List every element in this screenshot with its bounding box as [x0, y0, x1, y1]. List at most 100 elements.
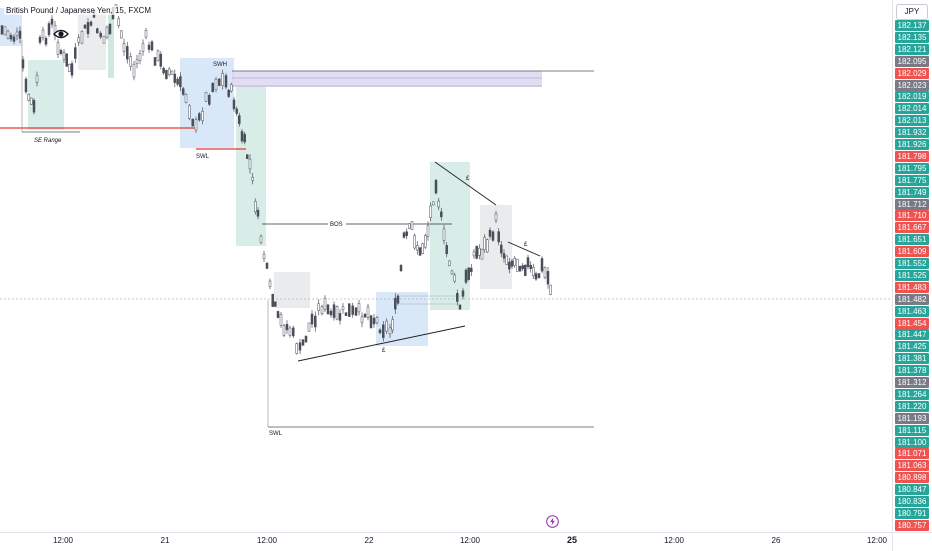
candle-body [301, 339, 305, 346]
candle-body [472, 251, 476, 257]
chart-area[interactable]: SE Range SWH SWL BOS SWL £ £ £ British P… [0, 0, 892, 532]
time-axis[interactable]: 12:00 21 12:00 22 12:00 25 12:00 26 12:00 [0, 532, 892, 551]
candle-body [254, 201, 257, 213]
currency-badge[interactable]: JPY [896, 4, 928, 20]
candle-body [424, 235, 427, 248]
price-tag: 181.100 [895, 436, 929, 448]
eye-icon[interactable] [53, 28, 69, 40]
candle-body [326, 304, 330, 315]
price-tag: 182.013 [895, 115, 929, 127]
candle-body [117, 18, 120, 26]
candle-body [320, 306, 324, 314]
candle-body [464, 269, 468, 283]
candle-body [173, 73, 177, 83]
candle-body [259, 235, 263, 243]
candle-body [208, 95, 211, 105]
candle-body [292, 327, 295, 337]
candle-body [165, 69, 168, 80]
candle-body [480, 248, 484, 260]
price-tag: 180.836 [895, 496, 929, 507]
time-label: 26 [771, 536, 781, 545]
candle-body [413, 235, 416, 249]
candle-body [65, 53, 68, 67]
swl-upper-label: SWL [196, 154, 210, 160]
candle-body [159, 53, 163, 67]
candle-body [191, 118, 194, 127]
price-tag: 181.115 [895, 424, 929, 436]
annotations-layer: SE Range SWH SWL BOS SWL £ £ £ [34, 62, 528, 437]
candle-body [354, 307, 358, 316]
time-label: 22 [364, 536, 374, 545]
candle-body [458, 304, 462, 310]
candle-body [360, 316, 364, 324]
time-label: 25 [566, 535, 578, 545]
candle-body [89, 21, 93, 26]
candle-body [534, 273, 538, 280]
candle-body [467, 267, 470, 280]
price-tag: 181.525 [895, 269, 929, 281]
candle-body [129, 56, 132, 67]
candle-body [30, 97, 33, 105]
candle-body [68, 63, 71, 72]
candle-body [15, 31, 19, 36]
candle-body [24, 78, 28, 93]
candle-body [532, 266, 535, 276]
candle-body [540, 258, 544, 272]
price-tag: 181.926 [895, 139, 929, 150]
candle-body [147, 44, 151, 50]
time-label: 12:00 [866, 536, 888, 545]
price-tag: 182.137 [895, 20, 929, 31]
candle-body [274, 301, 277, 307]
price-tag: 182.019 [895, 91, 929, 103]
price-tag: 181.454 [895, 317, 929, 329]
price-tag: 181.071 [895, 448, 929, 460]
candle-body [500, 244, 503, 254]
candle-body [44, 37, 48, 45]
candle-body [265, 262, 269, 269]
candle-body [96, 28, 99, 34]
candle-body [12, 36, 16, 42]
candle-body [47, 23, 51, 36]
price-tag: 181.609 [895, 246, 929, 258]
price-tag: 182.121 [895, 43, 929, 55]
price-tag: 181.667 [895, 222, 929, 234]
price-tag: 181.063 [895, 460, 929, 472]
price-tag: 181.482 [895, 293, 929, 305]
price-tag: 181.381 [895, 353, 929, 365]
price-tag: 180.847 [895, 484, 929, 496]
candle-body [35, 75, 39, 83]
time-label: 12:00 [459, 536, 481, 545]
candle-body [132, 63, 136, 78]
price-tag: 181.312 [895, 377, 929, 388]
candle-body [402, 232, 406, 238]
candle-body [179, 76, 182, 88]
bos-label: BOS [330, 222, 343, 228]
candle-body [235, 108, 238, 114]
zone-left-blue [0, 8, 22, 46]
candle-body [9, 35, 13, 40]
candle-body [156, 50, 160, 61]
trendline-low [297, 325, 466, 362]
candle-body [502, 253, 506, 259]
candle-body [153, 57, 157, 66]
candle-body [510, 260, 514, 267]
candle-body [18, 30, 22, 39]
candle-body [418, 247, 422, 256]
price-chart[interactable]: SE Range SWH SWL BOS SWL £ £ £ [0, 0, 892, 532]
candle-body [230, 84, 233, 92]
zone-swh-blue [180, 58, 234, 148]
candle-body [108, 24, 112, 34]
symbol-title[interactable]: British Pound / Japanese Yen, 15, FXCM [4, 6, 153, 15]
candle-body [3, 26, 7, 36]
price-tag: 181.795 [895, 162, 929, 174]
trendline-small [507, 241, 541, 257]
candle-body [248, 158, 252, 170]
candle-body [491, 231, 495, 241]
candle-body [366, 306, 370, 318]
candle-body [549, 284, 552, 296]
candle-body [329, 310, 333, 316]
price-axis[interactable]: JPY 182.137 182.135 182.121 182.095 182.029 1… [892, 0, 932, 532]
lightning-icon[interactable] [546, 515, 559, 528]
candle-body [461, 290, 465, 297]
candle-body [77, 37, 80, 43]
